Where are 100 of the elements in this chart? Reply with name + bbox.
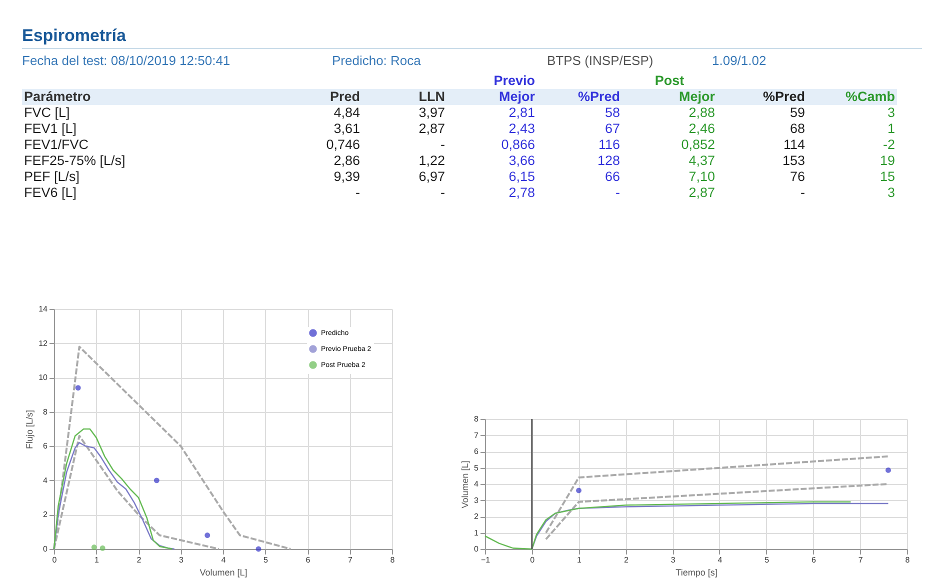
x-axis-title: Volumen [L] [200, 568, 248, 578]
x-tick-label: 3 [670, 556, 676, 564]
y-tick-label: 8 [43, 407, 48, 416]
text: 15 [878, 169, 896, 185]
text: 2,78 [508, 185, 536, 201]
y-tick-label: 5 [474, 463, 480, 472]
text: 19 [878, 153, 896, 169]
x-tick-label: 8 [390, 556, 396, 564]
text: 2,46 [688, 121, 716, 137]
text: FEV1/FVC [23, 137, 90, 153]
y-tick-label: 10 [38, 373, 48, 382]
text: %Pred [717, 89, 807, 105]
text: 114 [782, 137, 806, 153]
point [204, 532, 210, 538]
text: BTPS (INSP/ESP) [547, 53, 654, 68]
x-tick-label: 4 [718, 556, 723, 564]
y-tick-label: 0 [43, 544, 48, 554]
text: 58 [604, 105, 621, 121]
text: 0,866 [500, 137, 536, 153]
x-tick-label: 2 [624, 556, 629, 564]
text: - [354, 185, 361, 201]
text: Mejor [622, 89, 717, 105]
x-tick-label: 5 [264, 556, 269, 564]
x-tick-label: 4 [221, 556, 226, 564]
x-tick-label: 2 [136, 556, 142, 564]
y-tick-label: 12 [38, 338, 48, 348]
y-tick-label: 6 [43, 442, 48, 451]
text: 67 [604, 121, 621, 137]
x-tick-label: 1 [94, 556, 100, 564]
text: 2,81 [508, 105, 536, 121]
text: Previo [492, 73, 536, 89]
x-tick-label: 7 [348, 556, 354, 564]
text: 116 [597, 137, 621, 153]
text: - [440, 185, 446, 201]
text: 3,66 [508, 153, 536, 169]
y-tick-label: 3 [474, 496, 480, 505]
text: 68 [788, 121, 806, 137]
y-tick-label: 7 [474, 430, 480, 440]
point [154, 478, 160, 484]
point [91, 544, 97, 550]
text: 1.09/1.02 [712, 53, 766, 68]
x-tick-label: 3 [179, 556, 184, 564]
text: 59 [788, 105, 806, 121]
text: Mejor [447, 89, 537, 105]
y-tick-label: 14 [38, 304, 48, 314]
text: 4,84 [332, 105, 361, 121]
x-tick-label: 0 [530, 556, 536, 564]
x-tick-label: −1 [480, 556, 491, 564]
x-tick-label: 6 [811, 556, 816, 564]
text: - [614, 185, 621, 201]
y-tick-label: 4 [474, 480, 480, 488]
x-tick-label: 6 [306, 556, 311, 564]
text: Espirometría [22, 26, 922, 49]
y-axis-title: Flujo [L/s] [24, 410, 35, 450]
text: 9,39 [332, 169, 361, 185]
text: 4,37 [688, 153, 716, 169]
text: 3,97 [418, 105, 446, 121]
text: %Camb [807, 89, 897, 105]
text: 0,746 [325, 137, 361, 153]
text: 3,61 [332, 121, 361, 137]
text: - [800, 185, 806, 201]
x-tick-label: 8 [905, 556, 910, 564]
y-axis-title: Volumen [L] [460, 460, 470, 508]
y-tick-label: 6 [474, 447, 480, 456]
text: 2,43 [508, 121, 536, 137]
y-tick-label: 0 [474, 544, 480, 554]
y-tick-label: 8 [474, 414, 480, 424]
text: FVC [L] [23, 105, 71, 121]
x-tick-label: 1 [577, 556, 582, 564]
text: - [440, 137, 446, 153]
text: %Pred [537, 89, 622, 105]
y-tick-label: 1 [474, 528, 480, 538]
x-tick-label: 5 [764, 556, 770, 564]
x-axis-title: Tiempo [s] [676, 568, 718, 578]
text: 1,22 [418, 153, 446, 169]
text: 2,87 [688, 185, 716, 201]
text: FEV6 [L] [23, 185, 78, 201]
text: LLN [362, 89, 447, 105]
text: 66 [604, 169, 621, 185]
text: Predicho: Roca [332, 53, 421, 68]
text: 6,15 [508, 169, 536, 185]
text: 128 [596, 153, 621, 169]
text: Post [654, 73, 686, 89]
text: 1 [886, 121, 896, 137]
text: FEV1 [L] [23, 121, 78, 137]
text: Parámetro [22, 89, 252, 105]
text: 7,10 [688, 169, 716, 185]
line-series [484, 501, 852, 550]
text: 0,852 [680, 137, 716, 153]
point [256, 546, 262, 552]
text: 2,88 [688, 105, 716, 121]
text: 3 [886, 105, 896, 121]
point [100, 545, 106, 551]
text: 2,86 [332, 153, 361, 169]
x-tick-label: 7 [858, 556, 864, 564]
text: 3 [886, 185, 896, 201]
text: Pred [252, 89, 362, 105]
y-tick-label: 2 [474, 512, 480, 521]
text: Fecha del test: 08/10/2019 12:50:41 [22, 53, 230, 68]
x-tick-label: 0 [52, 556, 58, 564]
